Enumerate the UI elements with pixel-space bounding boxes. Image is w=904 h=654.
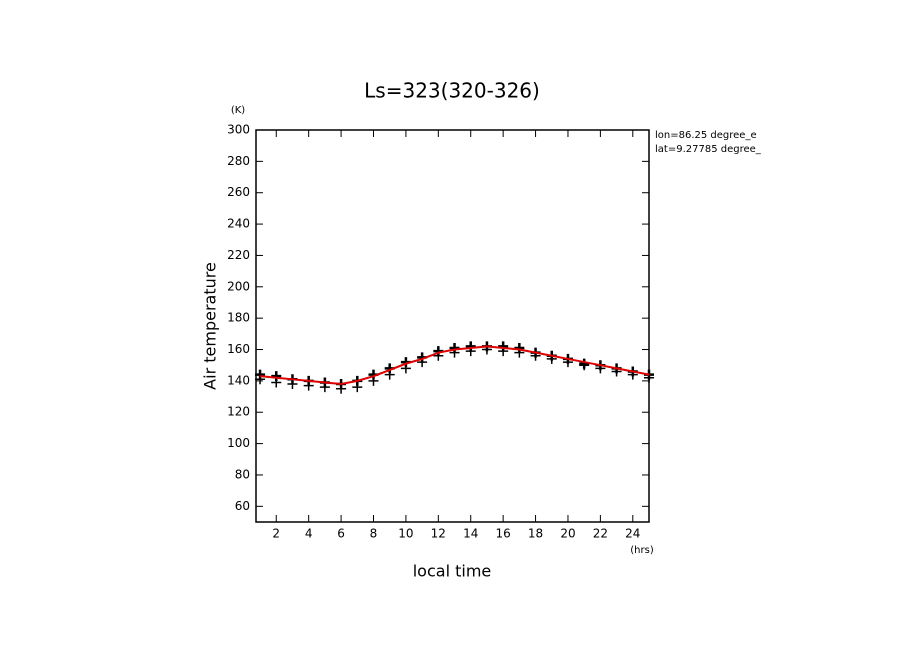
y-tick-label: 240 (227, 217, 250, 231)
y-tick-label: 60 (235, 499, 250, 513)
x-tick-label: 24 (625, 527, 640, 541)
y-axis-label: Air temperature (201, 262, 220, 390)
y-tick-label: 220 (227, 248, 250, 262)
y-tick-label: 180 (227, 311, 250, 325)
x-tick-label: 20 (560, 527, 575, 541)
y-tick-label: 200 (227, 279, 250, 293)
marker (368, 375, 379, 386)
y-unit: (K) (231, 105, 245, 116)
chart-title: Ls=323(320-326) (364, 79, 540, 103)
marker (271, 377, 282, 388)
x-axis-label: local time (413, 562, 492, 581)
x-tick-label: 22 (593, 527, 608, 541)
x-tick-label: 10 (398, 527, 413, 541)
marker (303, 380, 314, 391)
x-unit: (hrs) (630, 545, 654, 556)
y-tick-label: 260 (227, 185, 250, 199)
y-tick-label: 100 (227, 436, 250, 450)
x-tick-label: 18 (528, 527, 543, 541)
marker (400, 363, 411, 374)
y-tick-label: 280 (227, 154, 250, 168)
marker (287, 379, 298, 390)
marker (319, 382, 330, 393)
marker (384, 369, 395, 380)
y-tick-label: 80 (235, 467, 250, 481)
x-tick-label: 16 (496, 527, 511, 541)
annotation: lon=86.25 degree_e (655, 130, 757, 141)
x-tick-label: 2 (272, 527, 280, 541)
y-tick-label: 120 (227, 405, 250, 419)
marker (255, 374, 266, 385)
plot-frame (255, 129, 650, 523)
y-tick-label: 160 (227, 342, 250, 356)
marker (336, 383, 347, 394)
x-tick-label: 6 (337, 527, 345, 541)
marker (352, 382, 363, 393)
x-tick-label: 8 (370, 527, 378, 541)
x-tick-label: 4 (305, 527, 313, 541)
x-tick-label: 12 (431, 527, 446, 541)
annotation: lat=9.27785 degree_ (655, 144, 762, 155)
y-tick-label: 300 (227, 123, 250, 137)
x-tick-label: 14 (463, 527, 478, 541)
y-tick-label: 140 (227, 373, 250, 387)
curve (259, 345, 650, 386)
